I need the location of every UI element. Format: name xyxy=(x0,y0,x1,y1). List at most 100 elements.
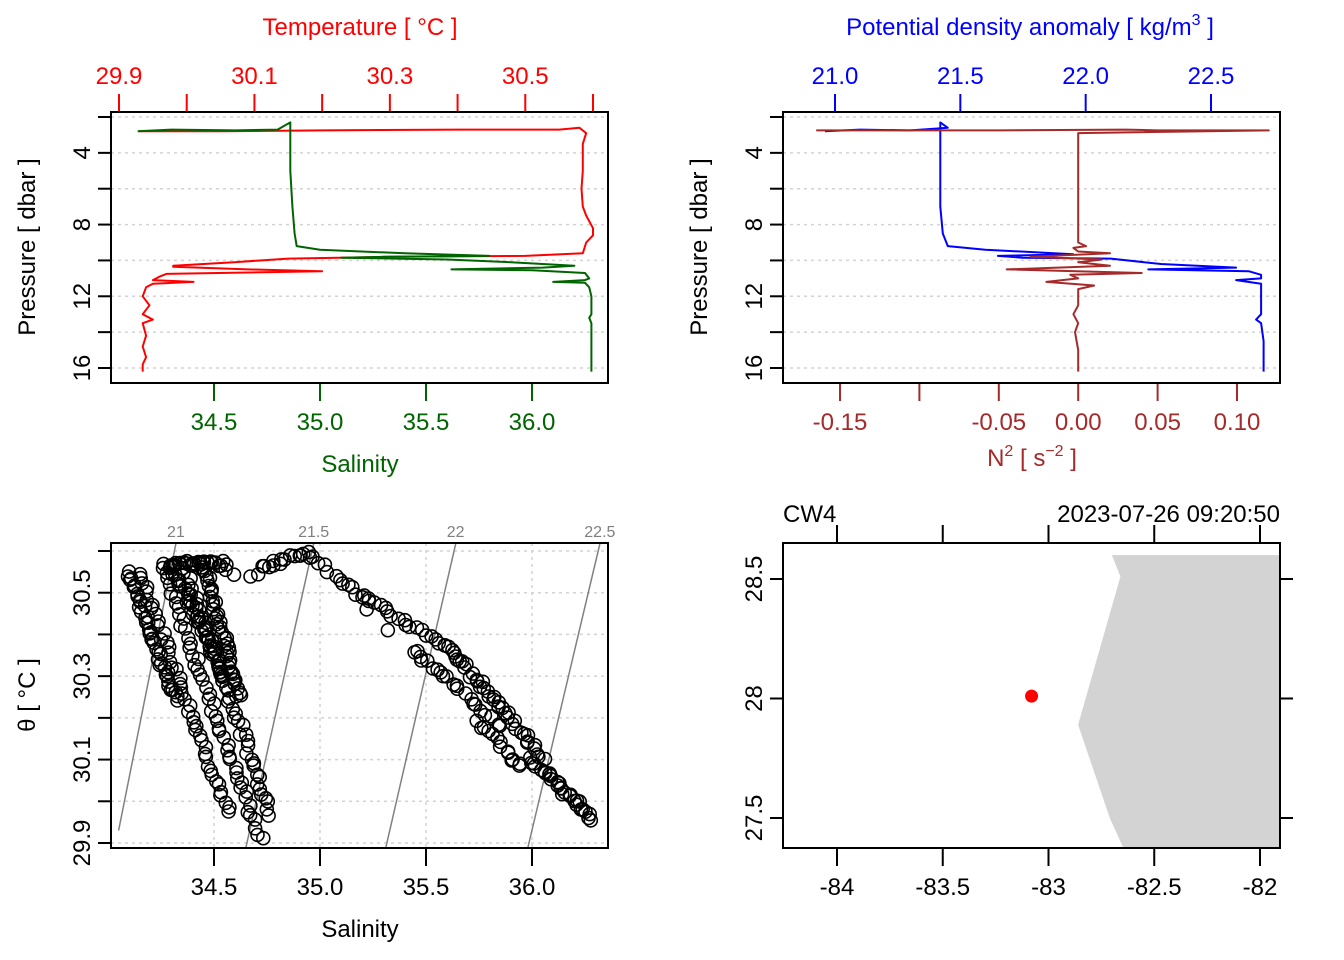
x-tick-label: 35.5 xyxy=(403,874,450,901)
ts-point xyxy=(182,698,198,713)
ts-point xyxy=(233,687,249,703)
density-axis-title: Potential density anomaly [ kg/m3 ] xyxy=(846,12,1214,41)
isopycnal-label: 22 xyxy=(447,524,465,541)
panel-ts-diagram: Salinity θ [ °C ] 21 21.5 22 22.5 29.9 30.1 30… xyxy=(14,524,616,943)
ts-point xyxy=(182,640,197,656)
x-tick-label: 35.0 xyxy=(297,409,344,436)
ts-point xyxy=(212,653,227,669)
x-tick-label-top: 30.5 xyxy=(502,63,549,90)
x-tick-label: 35.0 xyxy=(297,874,344,901)
ts-point xyxy=(287,548,303,564)
ts-point xyxy=(359,602,374,617)
isopycnal-label: 21.5 xyxy=(298,524,329,541)
ts-point xyxy=(218,562,233,578)
ts-point xyxy=(240,804,256,820)
ts-point xyxy=(148,606,163,622)
panel-profile-ts: Temperature [ °C ] Salinity Pressure [ d… xyxy=(14,14,609,478)
ts-points xyxy=(120,544,599,846)
y-tick-label: 4 xyxy=(741,146,768,159)
ts-point xyxy=(484,708,499,724)
x-tick-label: -0.05 xyxy=(971,409,1026,436)
ts-point xyxy=(236,717,251,733)
y-tick-label: 30.3 xyxy=(69,653,96,700)
ts-point xyxy=(139,584,154,599)
ts-point xyxy=(220,694,236,709)
x-tick-label: 36.0 xyxy=(509,409,556,436)
y-tick-label: 28.5 xyxy=(741,556,768,603)
ts-point xyxy=(226,710,242,726)
ts-point xyxy=(295,546,311,562)
y-tick-label: 27.5 xyxy=(741,795,768,842)
x-tick-label: -83 xyxy=(1031,874,1066,901)
ts-point xyxy=(173,670,188,686)
ts-point xyxy=(198,630,214,645)
isopycnal-line xyxy=(527,543,601,849)
ts-point xyxy=(410,643,425,659)
ts-point xyxy=(186,714,202,730)
x-tick-label-top: 30.3 xyxy=(366,63,413,90)
ts-xaxis-title: Salinity xyxy=(321,916,398,943)
ts-point xyxy=(335,576,350,591)
y-tick-label: 8 xyxy=(741,218,768,231)
ts-point xyxy=(301,544,317,560)
plot-frame xyxy=(782,111,1281,384)
x-tick-label-top: 21.5 xyxy=(937,63,984,90)
ts-point xyxy=(380,622,396,638)
ts-point xyxy=(476,680,492,696)
ts-point xyxy=(226,567,242,583)
x-tick-label-top: 29.9 xyxy=(96,63,143,90)
y-tick-label: 29.9 xyxy=(69,820,96,867)
x-tick-label: -83.5 xyxy=(915,874,970,901)
isopycnal-label: 22.5 xyxy=(584,524,615,541)
x-tick-label: 0.05 xyxy=(1134,409,1181,436)
ts-point xyxy=(199,623,214,638)
ts-point xyxy=(210,713,225,729)
ts-point xyxy=(181,577,196,593)
x-tick-label: 34.5 xyxy=(191,409,238,436)
plot-frame xyxy=(110,111,609,384)
ts-point xyxy=(215,668,231,684)
x-tick-label: 35.5 xyxy=(403,409,450,436)
y-tick-label: 8 xyxy=(69,218,96,231)
x-tick-label: -0.15 xyxy=(813,409,868,436)
x-tick-label: 0.10 xyxy=(1214,409,1261,436)
ts-point xyxy=(205,601,221,617)
x-tick-label: -82 xyxy=(1243,874,1278,901)
salinity-line xyxy=(137,121,593,372)
x-tick-label-top: 21.0 xyxy=(812,63,859,90)
station-label: CW4 xyxy=(783,501,836,528)
ts-point xyxy=(161,645,176,661)
y-tick-label: 30.5 xyxy=(69,569,96,616)
ts-point xyxy=(379,604,395,619)
ts-point xyxy=(153,632,169,647)
ts-point xyxy=(170,693,185,708)
ts-point xyxy=(247,812,263,827)
ts-point xyxy=(252,769,268,785)
ts-point xyxy=(221,804,236,819)
x-tick-label: 34.5 xyxy=(191,874,238,901)
ts-point xyxy=(218,795,234,811)
ts-point xyxy=(207,645,223,660)
y-tick-label: 28 xyxy=(741,685,768,712)
x-tick-label: 0.00 xyxy=(1055,409,1102,436)
ts-point xyxy=(249,767,265,783)
ts-point xyxy=(435,668,451,684)
ts-point xyxy=(383,608,398,624)
ts-point xyxy=(258,790,274,806)
ts-point xyxy=(229,760,244,776)
ts-point xyxy=(418,628,434,643)
temperature-line xyxy=(139,126,594,372)
ts-point xyxy=(493,734,508,750)
ts-point xyxy=(220,742,235,758)
ts-point xyxy=(293,548,308,563)
ts-point xyxy=(431,635,447,651)
ts-point xyxy=(317,557,333,573)
ts-point xyxy=(462,669,478,685)
x-tick-label-top: 22.0 xyxy=(1062,63,1109,90)
ts-point xyxy=(507,713,523,729)
y-tick-label: 12 xyxy=(741,283,768,310)
n2-line xyxy=(816,128,1270,372)
x-tick-label: -84 xyxy=(820,874,855,901)
ts-point xyxy=(500,744,516,760)
